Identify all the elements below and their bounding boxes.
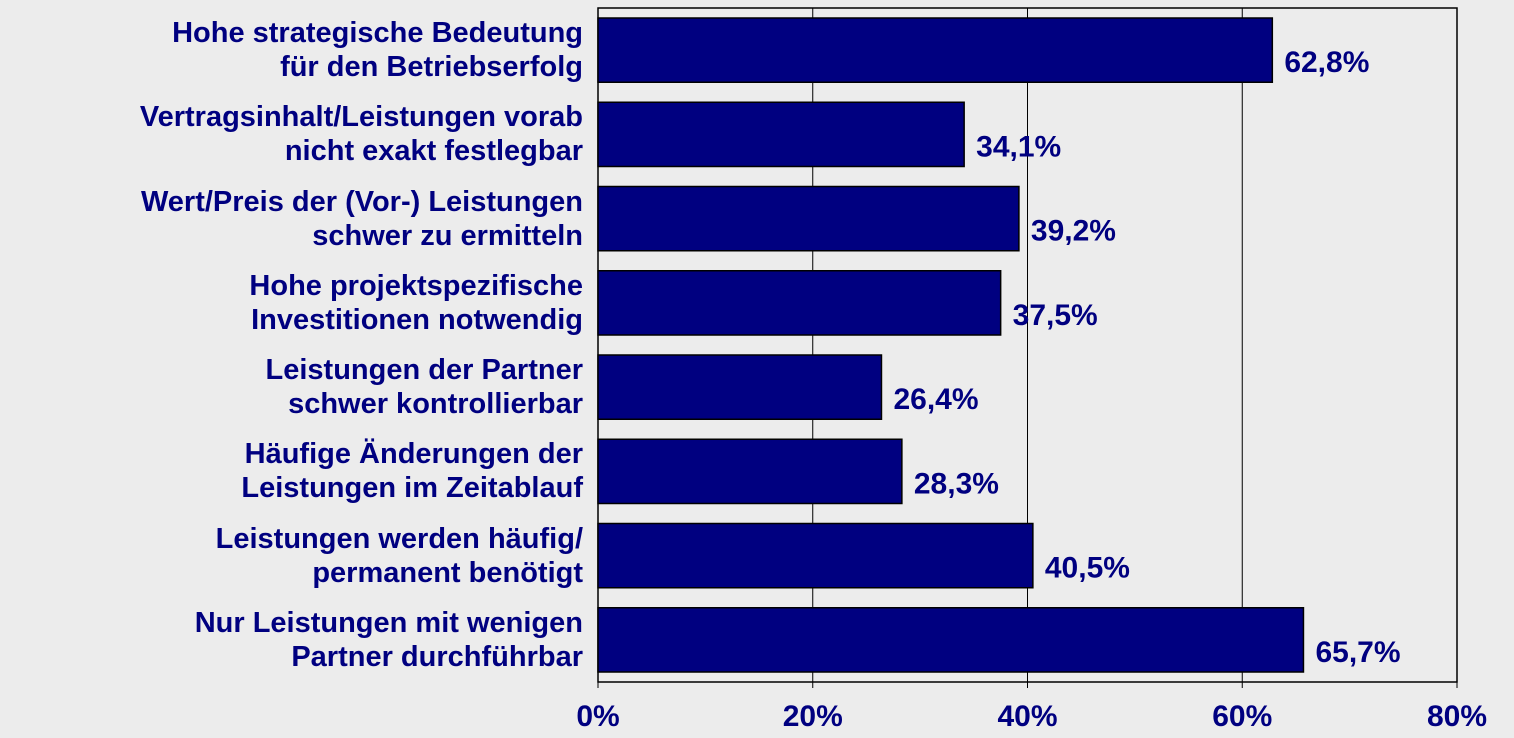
value-label: 40,5% [1045, 552, 1130, 585]
bar [597, 522, 1034, 589]
category-label: Hohe projektspezifische Investitionen no… [249, 269, 583, 336]
category-label: Leistungen der Partner schwer kontrollie… [265, 354, 583, 421]
category-label: Häufige Änderungen der Leistungen im Zei… [241, 438, 583, 505]
category-label: Vertragsinhalt/Leistungen vorab nicht ex… [139, 101, 583, 168]
category-label: Hohe strategische Bedeutung für den Betr… [172, 17, 583, 84]
value-label: 28,3% [914, 467, 999, 500]
value-label: 62,8% [1284, 46, 1369, 79]
value-label: 39,2% [1031, 215, 1116, 248]
value-label: 65,7% [1315, 636, 1400, 669]
value-label: 37,5% [1013, 299, 1098, 332]
x-tick-label: 20% [783, 700, 843, 733]
bar [597, 438, 903, 505]
bar [597, 354, 883, 420]
category-label: Nur Leistungen mit wenigen Partner durch… [194, 606, 583, 673]
x-tick-label: 60% [1212, 700, 1272, 733]
value-label: 26,4% [893, 383, 978, 416]
bar [597, 17, 1274, 83]
category-label: Leistungen werden häufig/ permanent benö… [215, 522, 583, 589]
x-tick-label: 80% [1427, 700, 1487, 733]
bar [597, 607, 1305, 673]
bar [597, 185, 1020, 252]
value-label: 34,1% [976, 130, 1061, 163]
x-tick-label: 0% [576, 700, 619, 733]
x-tick-label: 40% [997, 700, 1057, 733]
bar [597, 101, 965, 168]
bar [597, 270, 1002, 336]
category-label: Wert/Preis der (Vor-) Leistungen schwer … [140, 185, 583, 252]
